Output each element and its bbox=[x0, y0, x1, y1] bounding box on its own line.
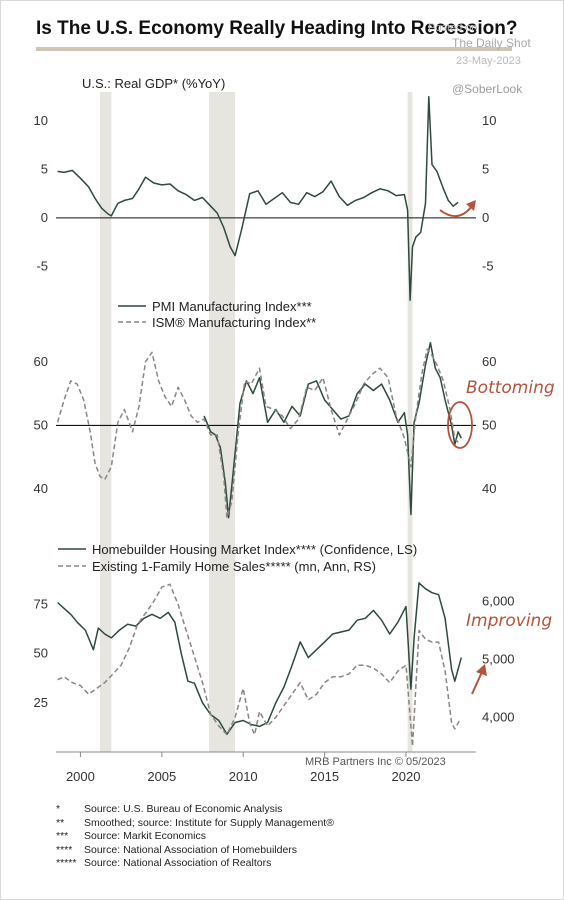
pmi-legend: PMI Manufacturing Index*** ISM® Manufact… bbox=[118, 299, 316, 330]
y2-tick-label: 6,000 bbox=[482, 594, 515, 609]
footnote-text: Source: National Association of Realtors bbox=[84, 857, 272, 869]
footnote-row: ** Smoothed; source: Institute for Supply… bbox=[56, 817, 334, 831]
legend-label-home-sales: Existing 1-Family Home Sales***** (mn, A… bbox=[92, 559, 376, 574]
x-tick-label: 2010 bbox=[229, 769, 258, 784]
footnote-mark: * bbox=[56, 803, 61, 815]
footnote-row: * Source: U.S. Bureau of Economic Analysi… bbox=[56, 803, 334, 817]
gdp-panel-title: U.S.: Real GDP* (%YoY) bbox=[82, 76, 225, 91]
footnote-mark: *** bbox=[56, 830, 69, 842]
annotation-circle bbox=[447, 401, 473, 449]
watermark-publisher: The Daily Shot bbox=[452, 36, 531, 50]
y-tick-label-right: 10 bbox=[482, 113, 496, 128]
watermark-handle: @SoberLook bbox=[452, 82, 523, 96]
title-rule bbox=[36, 47, 512, 51]
y-tick-label-left: 0 bbox=[41, 210, 48, 225]
y-tick-label-right: 50 bbox=[482, 417, 496, 432]
y-tick-label-right: 60 bbox=[482, 354, 496, 369]
y-tick-label-left: 60 bbox=[34, 354, 48, 369]
annotation-upturn-arrow-gdp bbox=[439, 200, 476, 217]
annotation-bottoming: Bottoming bbox=[466, 378, 555, 398]
footnote-mark: ***** bbox=[56, 857, 77, 869]
y-tick-label-left: 5 bbox=[41, 161, 48, 176]
y-tick-label-left: 75 bbox=[34, 597, 48, 612]
x-tick-label: 2015 bbox=[310, 769, 339, 784]
series-line-ism-manufacturing-index bbox=[56, 348, 461, 519]
x-tick-label: 2020 bbox=[392, 769, 421, 784]
footnote-text: Source: Markit Economics bbox=[84, 830, 206, 842]
y2-tick-label: 5,000 bbox=[482, 651, 515, 666]
housing-legend: Homebuilder Housing Market Index**** (Co… bbox=[58, 542, 417, 574]
recession-band bbox=[407, 92, 413, 752]
footnote-row: *** Source: Markit Economics bbox=[56, 830, 334, 844]
y-tick-label-right: -5 bbox=[482, 258, 494, 273]
y-tick-label-right: 5 bbox=[482, 161, 489, 176]
x-axis-ticks: 2000 2005 2010 2015 2020 bbox=[66, 752, 421, 784]
y-tick-label-left: -5 bbox=[36, 258, 48, 273]
footnote-row: **** Source: National Association of Home… bbox=[56, 844, 334, 858]
series-line-homebuilder-housing-market-index-confidence-ls bbox=[57, 582, 463, 736]
y-tick-label-left: 50 bbox=[34, 646, 48, 661]
y-tick-label-right: 40 bbox=[482, 481, 496, 496]
y2-tick-label: 4,000 bbox=[482, 709, 515, 724]
x-tick-label: 2005 bbox=[147, 769, 176, 784]
panel-2: 60 60 50 50 40 40 bbox=[34, 341, 496, 519]
series-line-existing-1-family-home-sales-mn-ann-rs bbox=[57, 583, 461, 747]
recession-shading bbox=[99, 92, 413, 752]
watermark-posted-on: Posted on bbox=[428, 22, 478, 34]
footnote-text: Source: National Association of Homebuil… bbox=[84, 843, 298, 856]
legend-label-pmi: PMI Manufacturing Index*** bbox=[152, 299, 312, 314]
footnote-mark: **** bbox=[56, 843, 73, 856]
x-tick-label: 2000 bbox=[66, 769, 95, 784]
footnote-row: ***** Source: National Association of Rea… bbox=[56, 857, 334, 871]
footnote-mark: ** bbox=[56, 816, 65, 829]
chart-credit: MRB Partners Inc © 05/2023 bbox=[305, 756, 446, 768]
annotation-up-arrow-housing bbox=[471, 664, 487, 695]
y-tick-label-left: 40 bbox=[34, 481, 48, 496]
watermark-date: 23-May-2023 bbox=[456, 55, 521, 67]
y-tick-label-left: 10 bbox=[34, 113, 48, 128]
page-title: Is The U.S. Economy Really Heading Into … bbox=[36, 18, 518, 39]
y-tick-label-left: 25 bbox=[34, 695, 48, 710]
footnote-text: Smoothed; source: Institute for Supply M… bbox=[84, 816, 334, 829]
recession-band bbox=[209, 92, 236, 752]
panel-1: 10 10 5 5 0 0 -5 -5 bbox=[34, 96, 496, 301]
recession-band bbox=[99, 92, 112, 752]
footnote-text: Source: U.S. Bureau of Economic Analysis bbox=[84, 803, 283, 815]
footnotes: * Source: U.S. Bureau of Economic Analysi… bbox=[56, 803, 334, 871]
y-tick-label-left: 50 bbox=[34, 417, 48, 432]
legend-label-hmi: Homebuilder Housing Market Index**** (Co… bbox=[92, 542, 417, 557]
legend-label-ism: ISM® Manufacturing Index** bbox=[152, 315, 316, 330]
series-line-pmi-manufacturing-index bbox=[203, 341, 462, 519]
panel-3: 75 50 25 6,000 5,000 4,000 bbox=[34, 582, 515, 747]
series-line-u-s-real-gdp-yoy bbox=[57, 96, 459, 301]
y-tick-label-right: 0 bbox=[482, 210, 489, 225]
annotation-improving: Improving bbox=[466, 611, 552, 631]
